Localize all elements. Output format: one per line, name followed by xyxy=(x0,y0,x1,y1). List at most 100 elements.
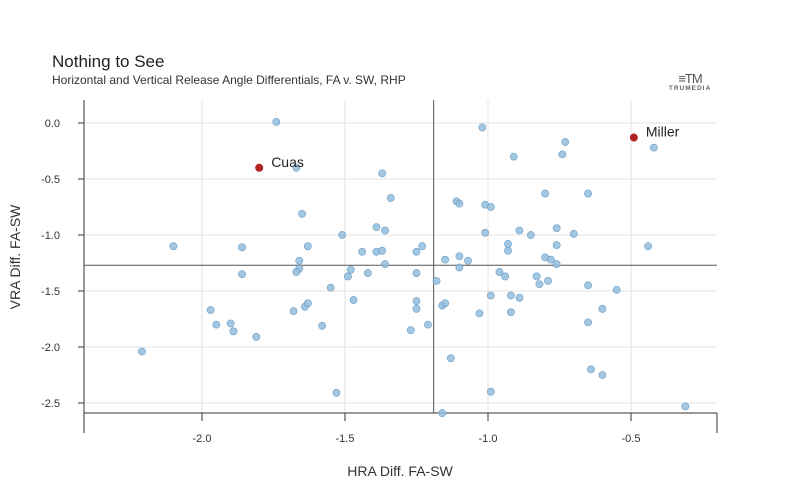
y-tick-label: -1.5 xyxy=(41,286,60,298)
data-point xyxy=(424,320,432,329)
data-point xyxy=(169,242,178,251)
data-point xyxy=(412,247,421,256)
data-point xyxy=(378,246,387,255)
data-point xyxy=(552,224,561,233)
data-point xyxy=(515,293,524,302)
data-point xyxy=(292,163,301,172)
data-point xyxy=(475,309,484,318)
highlight-label: Miller xyxy=(646,124,680,140)
data-point xyxy=(584,281,592,290)
grid-lines xyxy=(84,100,717,413)
data-point xyxy=(272,117,281,126)
y-tick-label: -1.0 xyxy=(41,230,60,242)
data-point xyxy=(455,263,464,272)
data-point xyxy=(544,277,552,285)
data-point xyxy=(552,241,561,249)
reference-lines xyxy=(84,100,717,413)
data-point xyxy=(486,291,495,300)
data-point xyxy=(292,268,301,276)
data-point xyxy=(346,265,355,274)
data-point xyxy=(504,246,512,255)
data-point xyxy=(558,150,567,159)
data-point xyxy=(252,333,261,341)
data-point xyxy=(295,256,304,265)
data-point xyxy=(298,209,306,218)
data-point xyxy=(438,409,447,417)
logo-mark-icon: ≡TM xyxy=(678,71,702,86)
data-point xyxy=(378,169,387,178)
axes: -2.0 -1.5 -1.0 -0.5 0.0 -0.5 -1.0 -1.5 -2.0 -2.5 xyxy=(41,100,718,445)
data-point xyxy=(412,269,421,277)
trumedia-logo: ≡TM TRUMEDIA xyxy=(660,71,720,92)
data-point xyxy=(238,270,246,279)
data-point xyxy=(206,306,215,314)
data-point xyxy=(138,347,146,356)
logo-text: TRUMEDIA xyxy=(668,85,712,92)
data-point xyxy=(226,319,235,328)
data-point xyxy=(418,242,427,251)
data-point xyxy=(515,226,524,235)
data-point xyxy=(386,194,395,202)
data-point xyxy=(552,260,561,269)
x-axis-label: HRA Diff. FA-SW xyxy=(347,463,453,479)
data-point xyxy=(238,243,246,252)
data-point xyxy=(504,240,512,248)
data-point xyxy=(318,321,327,330)
data-point xyxy=(441,255,449,264)
x-tick-label: -1.0 xyxy=(479,433,498,445)
data-point xyxy=(381,226,389,235)
data-point xyxy=(326,283,335,292)
data-points xyxy=(138,117,690,417)
data-point xyxy=(486,203,495,211)
data-point xyxy=(535,280,544,289)
data-point xyxy=(478,123,487,132)
data-point xyxy=(441,299,449,308)
data-point xyxy=(681,402,690,411)
data-point xyxy=(506,291,515,300)
data-point xyxy=(289,307,298,316)
data-point xyxy=(455,252,464,261)
chart-subtitle: Horizontal and Vertical Release Angle Di… xyxy=(52,73,406,87)
data-point xyxy=(343,272,352,281)
data-point xyxy=(527,231,535,239)
data-point xyxy=(495,268,504,276)
data-point xyxy=(501,272,510,281)
data-point xyxy=(412,297,421,305)
data-point xyxy=(412,305,421,313)
data-point xyxy=(229,327,238,336)
x-tick-label: -0.5 xyxy=(622,433,641,445)
data-point xyxy=(584,189,592,198)
data-point xyxy=(446,354,455,363)
data-point xyxy=(598,305,607,313)
data-point xyxy=(506,308,515,317)
data-point xyxy=(338,231,347,239)
highlight-point xyxy=(255,163,264,172)
data-point xyxy=(381,260,389,269)
data-point xyxy=(509,152,518,161)
data-point xyxy=(363,269,372,277)
data-point xyxy=(587,365,595,374)
data-point xyxy=(358,247,367,256)
data-point xyxy=(561,138,570,146)
y-tick-label: -2.0 xyxy=(41,342,60,354)
data-point xyxy=(547,255,555,264)
data-point xyxy=(332,389,341,397)
data-point xyxy=(481,228,490,237)
data-point xyxy=(598,371,607,379)
data-point xyxy=(406,326,415,335)
highlight-point xyxy=(629,133,638,142)
data-point xyxy=(541,189,550,198)
data-point xyxy=(644,242,653,251)
data-point xyxy=(372,223,381,232)
y-axis-label: VRA Diff. FA-SW xyxy=(7,204,23,310)
data-point xyxy=(486,387,495,396)
data-point xyxy=(303,242,312,251)
highlight-label: Cuas xyxy=(271,154,304,170)
chart-title: Nothing to See xyxy=(52,52,165,71)
data-point xyxy=(612,285,621,294)
data-point xyxy=(569,229,578,238)
highlighted-points: Cuas Miller xyxy=(255,124,680,172)
data-point xyxy=(464,256,472,265)
data-point xyxy=(212,320,221,329)
